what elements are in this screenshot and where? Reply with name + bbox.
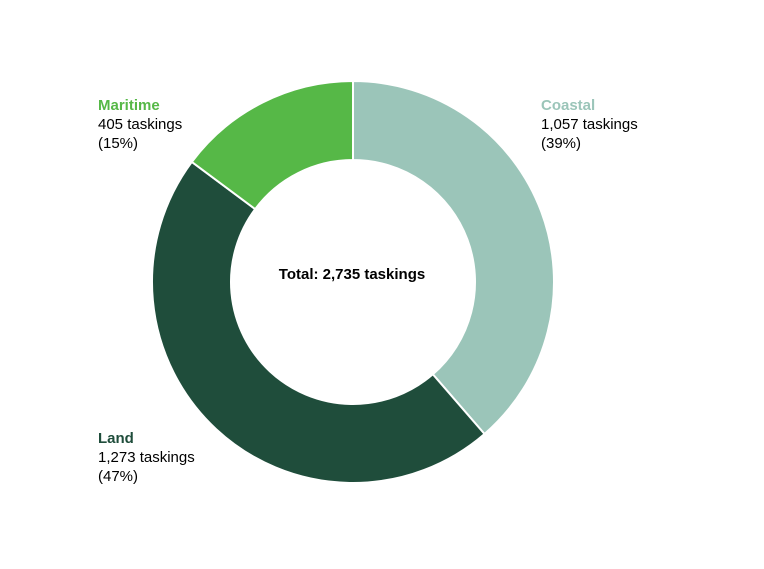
slice-maritime (190, 79, 354, 211)
label-coastal-percent: (39%) (541, 135, 582, 152)
label-coastal-name: Coastal (541, 97, 596, 114)
center-total-label: Total: 2,735 taskings (278, 266, 426, 283)
label-land-percent: (47%) (98, 468, 139, 485)
label-land: Land 1,273 taskings (47%) (98, 429, 195, 486)
label-coastal-count: 1,057 taskings (541, 116, 638, 133)
slice-coastal (352, 79, 555, 436)
label-land-count: 1,273 taskings (98, 449, 195, 466)
label-maritime-count: 405 taskings (98, 116, 183, 133)
label-maritime-percent: (15%) (98, 135, 139, 152)
slice-land (151, 160, 486, 484)
label-maritime-name: Maritime (98, 97, 160, 114)
label-maritime: Maritime 405 taskings (15%) (98, 96, 182, 153)
label-coastal: Coastal 1,057 taskings (39%) (541, 96, 638, 153)
label-land-name: Land (98, 430, 134, 447)
